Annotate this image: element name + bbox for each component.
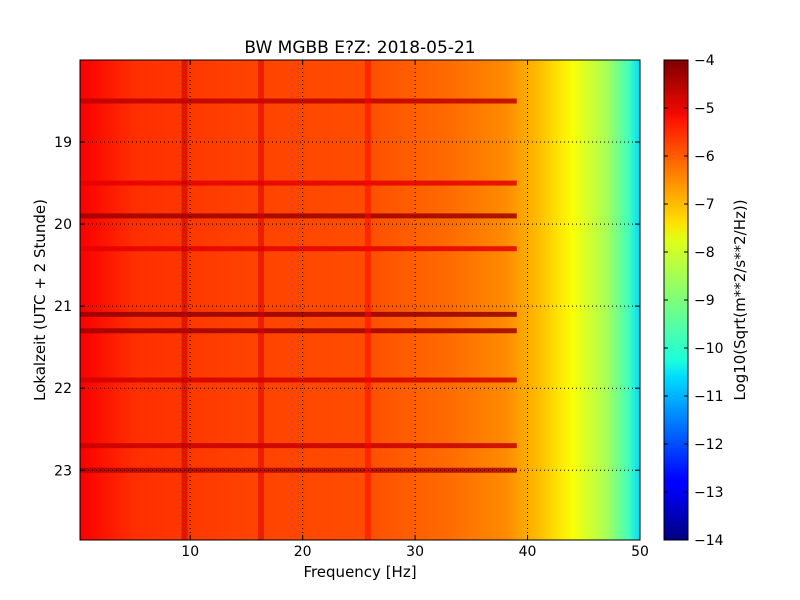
time-band	[80, 377, 517, 383]
grid-lines	[80, 60, 640, 540]
y-tick-label: 22	[54, 381, 72, 397]
colorbar-label: Log10(Sqrt(m**2/s**2/Hz))	[731, 199, 749, 400]
x-tick-label: 20	[294, 544, 312, 560]
y-tick-label: 20	[54, 217, 72, 233]
chart-title: BW MGBB E?Z: 2018-05-21	[244, 38, 475, 58]
y-axis-label: Lokalzeit (UTC + 2 Stunde)	[31, 199, 49, 401]
time-band	[80, 180, 517, 186]
y-tick-label: 23	[54, 463, 72, 479]
colorbar-tick-label: −9	[694, 293, 715, 309]
colorbar-tick-label: −13	[694, 485, 724, 501]
heatmap-field	[80, 60, 640, 540]
time-band	[80, 98, 517, 104]
x-axis-label: Frequency [Hz]	[303, 563, 416, 581]
time-band	[80, 467, 517, 473]
heatmap-frequency-lines	[181, 60, 371, 540]
time-band	[80, 328, 517, 334]
y-tick-label: 19	[54, 135, 72, 151]
x-tick-label: 10	[181, 544, 199, 560]
time-band	[80, 213, 517, 219]
heatmap-time-bands	[80, 98, 517, 473]
colorbar-tick-label: −4	[694, 53, 715, 69]
colorbar-tick-label: −6	[694, 149, 715, 165]
time-band	[80, 443, 517, 449]
colorbar-axis: −4 −5 −6 −7 −8 −9 −10 −11 −12 −13 −14	[664, 53, 724, 549]
colorbar-tick-label: −8	[694, 245, 715, 261]
colorbar-tick-label: −5	[694, 101, 715, 117]
frequency-line	[258, 60, 265, 540]
plot-area	[80, 60, 640, 540]
x-axis: 10 20 30 40 50	[181, 60, 649, 560]
colorbar-tick-label: −11	[694, 389, 724, 405]
heatmap-baseline	[80, 60, 640, 540]
x-tick-label: 40	[519, 544, 537, 560]
time-band	[80, 311, 517, 317]
y-axis: 19 20 21 22 23	[54, 135, 640, 479]
time-band	[80, 246, 517, 252]
x-tick-label: 50	[631, 544, 649, 560]
colorbar-tick-label: −14	[694, 533, 724, 549]
x-tick-label: 30	[406, 544, 424, 560]
y-tick-label: 21	[54, 299, 72, 315]
colorbar-tick-label: −7	[694, 197, 715, 213]
plot-frame	[79, 59, 641, 541]
colorbar-tick-label: −10	[694, 341, 724, 357]
frequency-line	[364, 60, 371, 540]
frequency-line	[181, 60, 188, 540]
colorbar-tick-label: −12	[694, 437, 724, 453]
